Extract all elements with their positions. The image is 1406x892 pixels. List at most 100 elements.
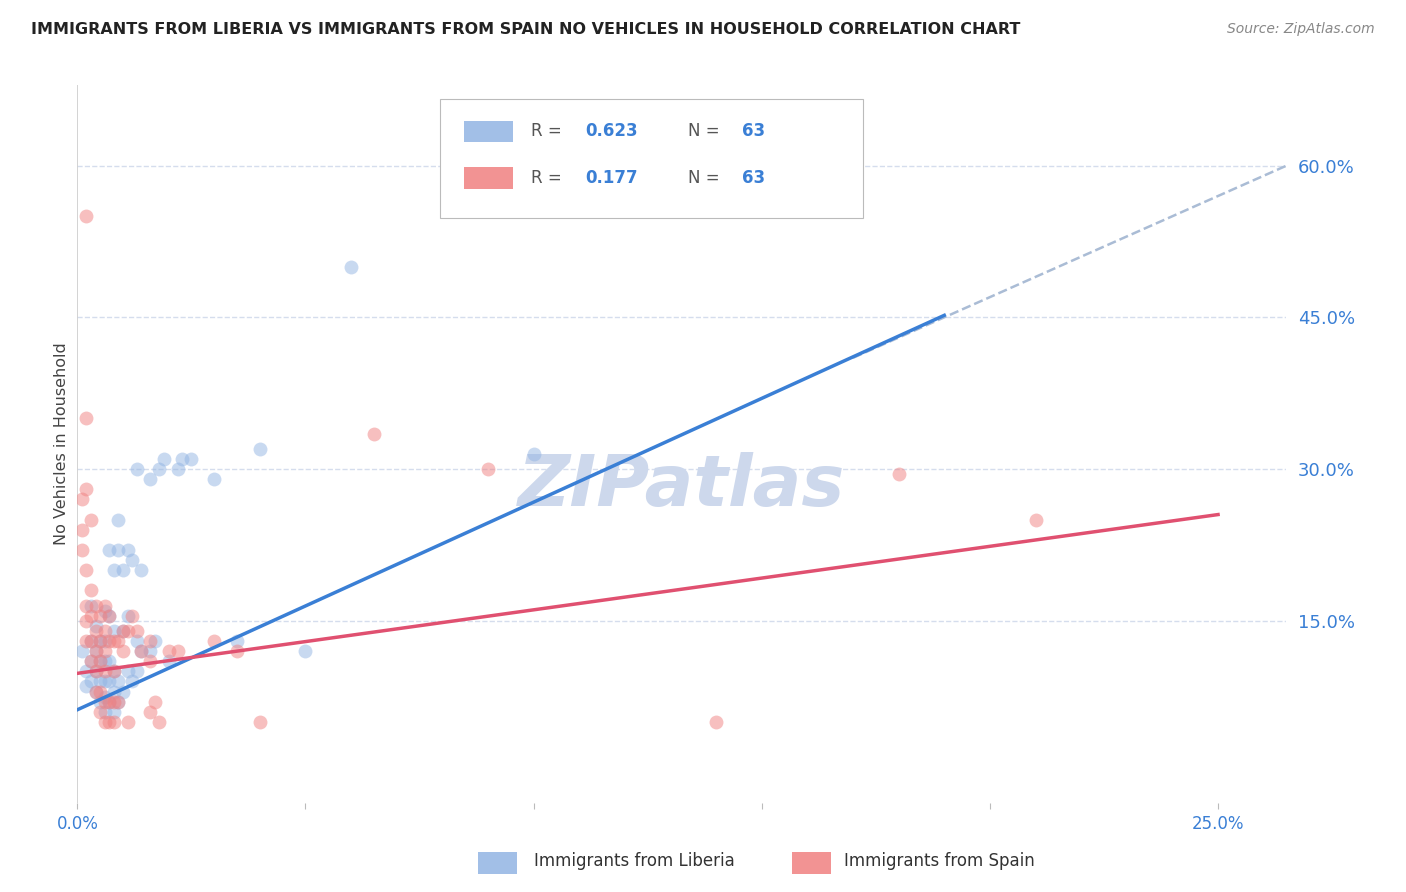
Bar <box>464 120 513 142</box>
Point <box>117 665 139 679</box>
Point <box>89 608 111 623</box>
Text: R =: R = <box>531 169 561 187</box>
Point <box>93 599 115 613</box>
Point <box>84 619 107 633</box>
Text: 63: 63 <box>742 169 765 187</box>
Point <box>84 644 107 658</box>
Point <box>93 690 115 704</box>
Point <box>153 452 176 467</box>
Point <box>80 634 103 648</box>
Point <box>202 634 225 648</box>
Text: R =: R = <box>531 122 561 140</box>
Point <box>98 608 121 623</box>
Point <box>93 714 115 729</box>
Point <box>98 714 121 729</box>
Point <box>89 674 111 689</box>
Point <box>84 684 107 698</box>
Point <box>340 260 363 274</box>
Point <box>75 665 97 679</box>
Point <box>129 644 152 658</box>
Point <box>125 634 148 648</box>
Text: 0.623: 0.623 <box>585 122 638 140</box>
Point <box>80 599 103 613</box>
Point <box>93 644 115 658</box>
Point <box>166 462 188 476</box>
Text: 63: 63 <box>742 122 765 140</box>
Point <box>143 634 166 648</box>
Point <box>249 714 271 729</box>
Point <box>111 563 134 577</box>
Point <box>84 665 107 679</box>
Point <box>80 654 103 668</box>
Point <box>157 644 180 658</box>
Point <box>98 674 121 689</box>
Point <box>84 665 107 679</box>
Point <box>93 634 115 648</box>
Point <box>89 705 111 719</box>
Text: Source: ZipAtlas.com: Source: ZipAtlas.com <box>1227 22 1375 37</box>
Point <box>70 644 93 658</box>
Point <box>523 447 546 461</box>
Point <box>98 654 121 668</box>
Point <box>80 654 103 668</box>
Point <box>111 684 134 698</box>
Point <box>166 644 188 658</box>
Point <box>103 624 125 638</box>
Point <box>89 634 111 648</box>
Point <box>139 634 162 648</box>
Point <box>157 654 180 668</box>
Point <box>75 680 97 694</box>
Point <box>75 411 97 425</box>
Point <box>111 644 134 658</box>
Point <box>125 665 148 679</box>
Point <box>98 695 121 709</box>
Point <box>70 543 93 558</box>
Point <box>98 543 121 558</box>
Point <box>363 426 385 441</box>
Point <box>70 523 93 537</box>
Point <box>111 624 134 638</box>
Point <box>98 608 121 623</box>
Point <box>180 452 202 467</box>
Text: 0.177: 0.177 <box>585 169 638 187</box>
Point <box>129 644 152 658</box>
Point <box>89 695 111 709</box>
Point <box>70 492 93 507</box>
Point <box>117 714 139 729</box>
Text: Immigrants from Liberia: Immigrants from Liberia <box>534 852 735 870</box>
Point <box>93 674 115 689</box>
Point <box>84 599 107 613</box>
Point <box>75 634 97 648</box>
Point <box>89 654 111 668</box>
Point <box>103 705 125 719</box>
Point <box>139 654 162 668</box>
Point <box>107 695 129 709</box>
Point <box>111 624 134 638</box>
Point <box>477 462 499 476</box>
Point <box>103 684 125 698</box>
Point <box>704 714 727 729</box>
Point <box>75 599 97 613</box>
Point <box>226 634 249 648</box>
Point <box>249 442 271 456</box>
Point <box>139 472 162 486</box>
Point <box>103 695 125 709</box>
Point <box>103 563 125 577</box>
Point <box>98 634 121 648</box>
Point <box>84 644 107 658</box>
Point <box>1025 513 1047 527</box>
Point <box>93 654 115 668</box>
Point <box>84 684 107 698</box>
Point <box>80 583 103 598</box>
FancyBboxPatch shape <box>440 99 863 218</box>
Point <box>84 624 107 638</box>
Point <box>143 695 166 709</box>
Point <box>103 714 125 729</box>
Point <box>121 674 143 689</box>
Text: N =: N = <box>688 122 720 140</box>
Point <box>117 608 139 623</box>
Point <box>93 695 115 709</box>
Point <box>80 608 103 623</box>
Point <box>107 513 129 527</box>
Point <box>202 472 225 486</box>
